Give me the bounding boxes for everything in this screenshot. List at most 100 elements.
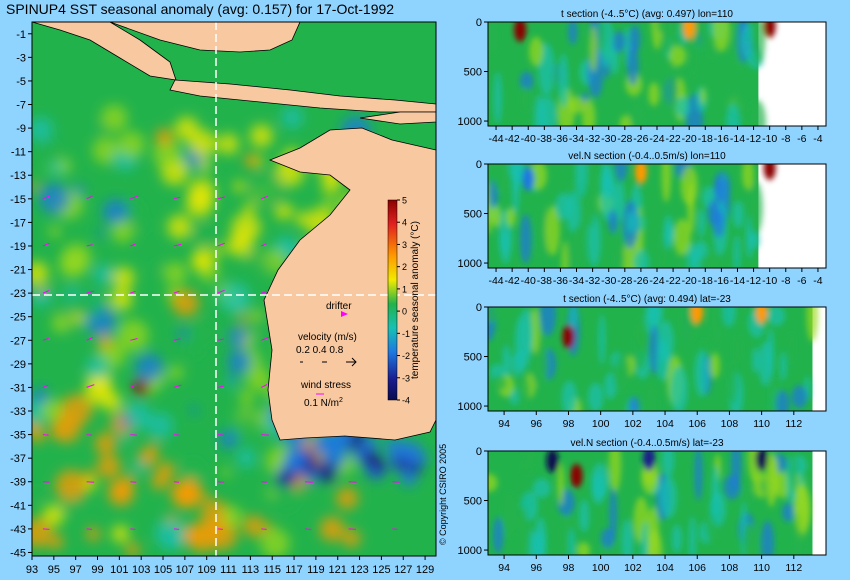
panel-texture-blob — [545, 205, 560, 256]
colorbar-gradient — [387, 199, 398, 401]
panel-x-label: 98 — [563, 418, 575, 430]
wind-vector — [173, 481, 180, 483]
sst-blob — [150, 379, 161, 391]
sst-blob — [119, 415, 132, 428]
velocity-label: velocity (m/s) — [298, 332, 357, 343]
wind-vector — [261, 336, 270, 341]
panel-x-label: -24 — [649, 275, 664, 287]
panel-texture-blob — [732, 200, 744, 228]
sst-blob — [227, 349, 252, 374]
panel-texture-blob — [667, 65, 678, 114]
sst-blob-cold — [362, 436, 379, 453]
sst-blob — [68, 293, 92, 317]
panel-x-label: -22 — [666, 133, 681, 145]
panel-depth-label: 0 — [476, 302, 482, 314]
panel-texture-blob — [749, 231, 760, 250]
panel-texture-blob — [629, 100, 646, 126]
sst-blob — [228, 374, 237, 383]
wind-vector — [261, 434, 270, 436]
panel-texture-blob — [639, 333, 647, 355]
map-x-tick-label: 113 — [242, 564, 260, 576]
panel-texture-blob — [538, 96, 557, 126]
sst-feature — [133, 379, 150, 396]
panel-texture-blob — [761, 520, 774, 555]
panel-texture-blob — [568, 97, 586, 114]
panel-texture-blob — [519, 71, 534, 91]
panel-texture-blob — [612, 31, 626, 53]
map-x-tick-label: 97 — [70, 564, 82, 576]
panel-x-label: -36 — [553, 275, 568, 287]
panel-depth-label: 500 — [464, 496, 482, 508]
wind-vector — [173, 528, 180, 530]
wind-vector — [304, 528, 312, 530]
sst-blob — [98, 334, 113, 350]
panel-texture-blob — [570, 226, 584, 268]
panel-texture-blob — [742, 164, 754, 191]
panel-x-label: -30 — [601, 275, 616, 287]
wind-vectors — [42, 195, 400, 530]
sst-blob — [41, 398, 64, 422]
sst-blob — [94, 432, 117, 455]
section-panel: vel.N section (-0.4..0.5m/s) lon=110 0 500… — [458, 151, 827, 287]
panel-texture-blob — [493, 72, 503, 124]
panel-texture-blob — [575, 164, 588, 198]
panel-field — [488, 451, 826, 555]
sst-blob — [155, 128, 173, 146]
colorbar-ticks: 5 4 3 2 1 0 -1 -2 -3 -4 — [397, 196, 410, 406]
sst-blob — [189, 130, 217, 158]
panel-texture-blob — [671, 524, 682, 553]
panel-texture-blob — [517, 507, 529, 555]
panel-x-label: 112 — [785, 418, 802, 430]
panel-texture-blob — [589, 25, 598, 73]
section-feature — [755, 451, 768, 471]
map-y-tick-label: -37 — [10, 453, 26, 465]
sst-blob — [163, 262, 187, 285]
sst-blob — [189, 406, 199, 415]
map-x-tick-label: 101 — [110, 564, 128, 576]
sst-blob — [233, 180, 246, 193]
map-frame — [31, 21, 437, 557]
map-y-tick-label: -41 — [10, 500, 26, 512]
map-x-axis: 93 95 97 99 101 103 105 107 109 111 113 115 117 119 12… — [26, 556, 434, 576]
panel-frame — [487, 306, 827, 412]
panel-texture-blob — [697, 208, 706, 237]
map-y-tick-label: -1 — [16, 29, 26, 41]
panel-depth-label: 500 — [464, 352, 482, 364]
sst-blob — [148, 443, 159, 454]
panel-x-label: -38 — [537, 275, 552, 287]
panel-texture-blob — [633, 249, 650, 268]
panel-texture-blob — [621, 519, 634, 555]
panel-x-label: -16 — [714, 133, 729, 145]
panel-depth-label: 500 — [464, 209, 482, 221]
sst-blob — [85, 469, 96, 481]
wind-vector — [217, 481, 225, 483]
panel-texture-blob — [619, 115, 632, 126]
colorbar-tick-label: 3 — [402, 240, 407, 250]
map-y-tick-label: -17 — [10, 217, 26, 229]
panel-x-label: 100 — [592, 562, 610, 574]
panel-x-label: -44 — [488, 133, 503, 145]
wind-value: 0.1 N/m2 — [304, 397, 343, 409]
sst-blob — [133, 461, 145, 473]
wind-vector — [42, 242, 50, 247]
panel-x-label: -22 — [666, 275, 681, 287]
sst-blob — [245, 365, 271, 391]
panel-texture-blob — [586, 164, 594, 204]
panel-texture-blob — [526, 451, 536, 476]
panel-texture-blob — [732, 335, 743, 364]
panel-texture — [488, 451, 811, 555]
map-x-tick-label: 105 — [154, 564, 172, 576]
panel-texture-blob — [532, 478, 551, 498]
wind-vector — [217, 338, 225, 341]
colorbar-tick-label: -2 — [402, 351, 410, 361]
sst-blob — [283, 204, 293, 215]
wind-vector — [86, 195, 93, 200]
wind-vector — [130, 434, 137, 436]
sst-blob — [322, 196, 337, 212]
wind-vector — [86, 290, 95, 294]
map-x-tick-label: 127 — [394, 564, 412, 576]
panel-texture-blob — [658, 232, 666, 268]
panel-texture-blob — [539, 307, 556, 336]
map-legend: drifter velocity (m/s) 0.2 0.4 0.8 wind … — [296, 301, 357, 409]
panel-texture-blob — [493, 164, 510, 195]
